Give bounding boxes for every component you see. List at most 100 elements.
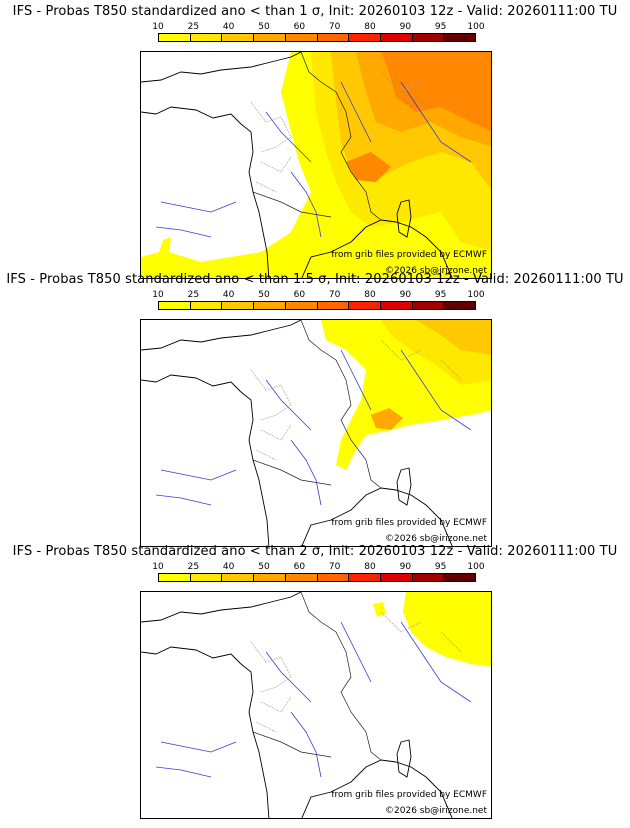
- legend-colorbar: [158, 573, 476, 582]
- legend-swatch: [285, 574, 318, 581]
- prob-area-alps: [371, 408, 403, 430]
- legend-tick-label: 25: [187, 290, 200, 300]
- legend-tick-label: 100: [467, 290, 485, 300]
- legend-tick-label: 25: [187, 22, 200, 32]
- panel-3: IFS - Probas T850 standardized ano < tha…: [0, 544, 630, 819]
- admin-borders: [250, 71, 462, 193]
- legend-swatch: [380, 34, 413, 41]
- legend-tick-label: 70: [328, 290, 341, 300]
- legend-tick-label: 90: [399, 562, 412, 572]
- legend-swatch: [285, 34, 318, 41]
- coastline: [141, 592, 453, 818]
- legend-swatch: [222, 302, 255, 309]
- source-credit: from grib files provided by ECMWF: [331, 518, 487, 528]
- legend-tick-label: 80: [364, 290, 376, 300]
- prob-area-small: [373, 602, 386, 617]
- panel-title: IFS - Probas T850 standardized ano < tha…: [12, 4, 618, 19]
- legend-tick-label: 80: [364, 562, 376, 572]
- legend-tick-label: 90: [399, 290, 412, 300]
- legend-swatch: [444, 34, 476, 41]
- legend-swatch: [317, 302, 350, 309]
- legend-tick-label: 80: [364, 22, 376, 32]
- legend-swatch: [349, 34, 381, 41]
- country-borders: [252, 52, 382, 221]
- legend-swatch: [254, 574, 286, 581]
- legend-swatch: [222, 34, 255, 41]
- legend-swatch: [159, 574, 191, 581]
- admin-borders: [250, 339, 462, 461]
- legend-swatch: [159, 34, 191, 41]
- legend-tick-label: 95: [434, 22, 447, 32]
- probability-map: from grib files provided by ECMWF ©2026 …: [140, 319, 492, 547]
- legend-tick-label: 50: [258, 562, 270, 572]
- legend-tick-label: 60: [293, 22, 306, 32]
- corsica-outline: [396, 467, 412, 506]
- legend-swatch: [190, 302, 223, 309]
- legend-tick-label: 40: [222, 290, 235, 300]
- prob-area-60: [381, 52, 491, 132]
- color-legend: 10 25 40 50 60 70 80 90 95 100: [152, 290, 485, 320]
- panel-2: IFS - Probas T850 standardized ano < tha…: [0, 272, 630, 547]
- legend-swatch: [444, 574, 476, 581]
- rivers: [155, 621, 472, 778]
- legend-swatch: [349, 302, 381, 309]
- color-legend: 10 25 40 50 60 70 80 90 95 100: [152, 562, 485, 592]
- legend-swatch: [254, 34, 286, 41]
- legend-tick-label: 10: [152, 562, 164, 572]
- legend-tick-label: 60: [293, 562, 306, 572]
- rivers: [155, 81, 472, 238]
- prob-area-alps: [346, 152, 391, 182]
- panel-title: IFS - Probas T850 standardized ano < tha…: [6, 272, 624, 287]
- legend-swatch: [380, 302, 413, 309]
- legend-tick-label: 40: [222, 22, 235, 32]
- legend-colorbar: [158, 33, 476, 42]
- source-credit: from grib files provided by ECMWF: [331, 790, 487, 800]
- legend-tick-label: 40: [222, 562, 235, 572]
- legend-tick-label: 10: [152, 290, 164, 300]
- corsica-outline: [396, 739, 412, 778]
- legend-swatch: [349, 574, 381, 581]
- legend-swatch: [412, 302, 445, 309]
- legend-tick-label: 100: [467, 562, 485, 572]
- map-canvas: [141, 320, 491, 546]
- legend-tick-label: 90: [399, 22, 412, 32]
- legend-swatch: [412, 34, 445, 41]
- legend-tick-label: 95: [434, 562, 447, 572]
- legend-colorbar: [158, 301, 476, 310]
- map-canvas: [141, 592, 491, 818]
- legend-tick-label: 50: [258, 22, 270, 32]
- source-credit: from grib files provided by ECMWF: [331, 250, 487, 260]
- legend-tick-label: 50: [258, 290, 270, 300]
- legend-swatch: [412, 574, 445, 581]
- legend-tick-label: 25: [187, 562, 200, 572]
- legend-swatch: [190, 34, 223, 41]
- legend-swatch: [317, 34, 350, 41]
- probability-map: from grib files provided by ECMWF ©2026 …: [140, 51, 492, 279]
- copyright-text: ©2026 sb@irizone.net: [385, 266, 487, 276]
- legend-tick-label: 95: [434, 290, 447, 300]
- prob-area-40: [416, 320, 491, 355]
- map-canvas: [141, 52, 491, 278]
- legend-swatch: [285, 302, 318, 309]
- legend-tick-label: 60: [293, 290, 306, 300]
- admin-borders: [250, 611, 462, 733]
- copyright-text: ©2026 sb@irizone.net: [385, 534, 487, 544]
- probability-map: from grib files provided by ECMWF ©2026 …: [140, 591, 492, 819]
- corsica-outline: [396, 199, 412, 238]
- country-borders: [252, 592, 382, 761]
- rivers: [155, 349, 472, 506]
- panel-title: IFS - Probas T850 standardized ano < tha…: [12, 544, 618, 559]
- legend-swatch: [254, 302, 286, 309]
- legend-tick-label: 100: [467, 22, 485, 32]
- country-borders: [252, 320, 382, 489]
- legend-swatch: [159, 302, 191, 309]
- legend-tick-label: 70: [328, 562, 341, 572]
- legend-tick-label: 70: [328, 22, 341, 32]
- copyright-text: ©2026 sb@irizone.net: [385, 806, 487, 816]
- legend-swatch: [190, 574, 223, 581]
- color-legend: 10 25 40 50 60 70 80 90 95 100: [152, 22, 485, 52]
- legend-swatch: [317, 574, 350, 581]
- legend-swatch: [380, 574, 413, 581]
- legend-swatch: [222, 574, 255, 581]
- legend-tick-label: 10: [152, 22, 164, 32]
